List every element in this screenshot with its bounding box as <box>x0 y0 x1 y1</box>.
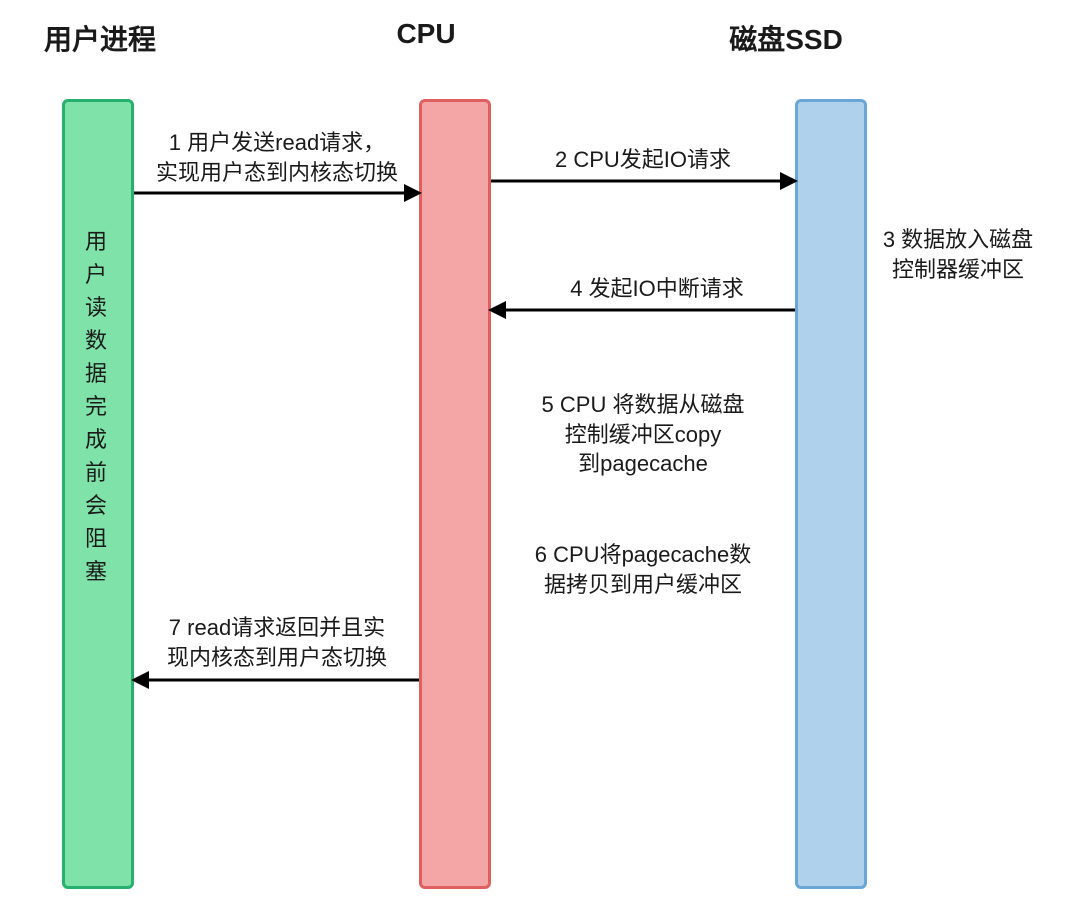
label-m2: 2 CPU发起IO请求 <box>555 145 731 175</box>
label-m6_note: 6 CPU将pagecache数 据拷贝到用户缓冲区 <box>535 540 751 599</box>
lane-title-disk: 磁盘SSD <box>729 18 843 58</box>
lane-cpu <box>419 99 491 889</box>
label-m1: 1 用户发送read请求， 实现用户态到内核态切换 <box>156 128 398 187</box>
label-m7: 7 read请求返回并且实 现内核态到用户态切换 <box>167 613 387 672</box>
sequence-diagram: 用户进程用户读数据完成前会阻塞 CPU 磁盘SSD 1 用户发送read请求， 实现用… <box>0 0 1080 915</box>
label-m3_note: 3 数据放入磁盘 控制器缓冲区 <box>883 225 1033 284</box>
lane-title-user: 用户进程 <box>44 18 156 58</box>
lane-title-cpu: CPU <box>396 18 455 50</box>
lane-disk <box>795 99 867 889</box>
label-m5_note: 5 CPU 将数据从磁盘 控制缓冲区copy 到pagecache <box>542 390 745 479</box>
lane-note-user: 用户读数据完成前会阻塞 <box>85 225 107 588</box>
label-m4: 4 发起IO中断请求 <box>570 274 744 304</box>
